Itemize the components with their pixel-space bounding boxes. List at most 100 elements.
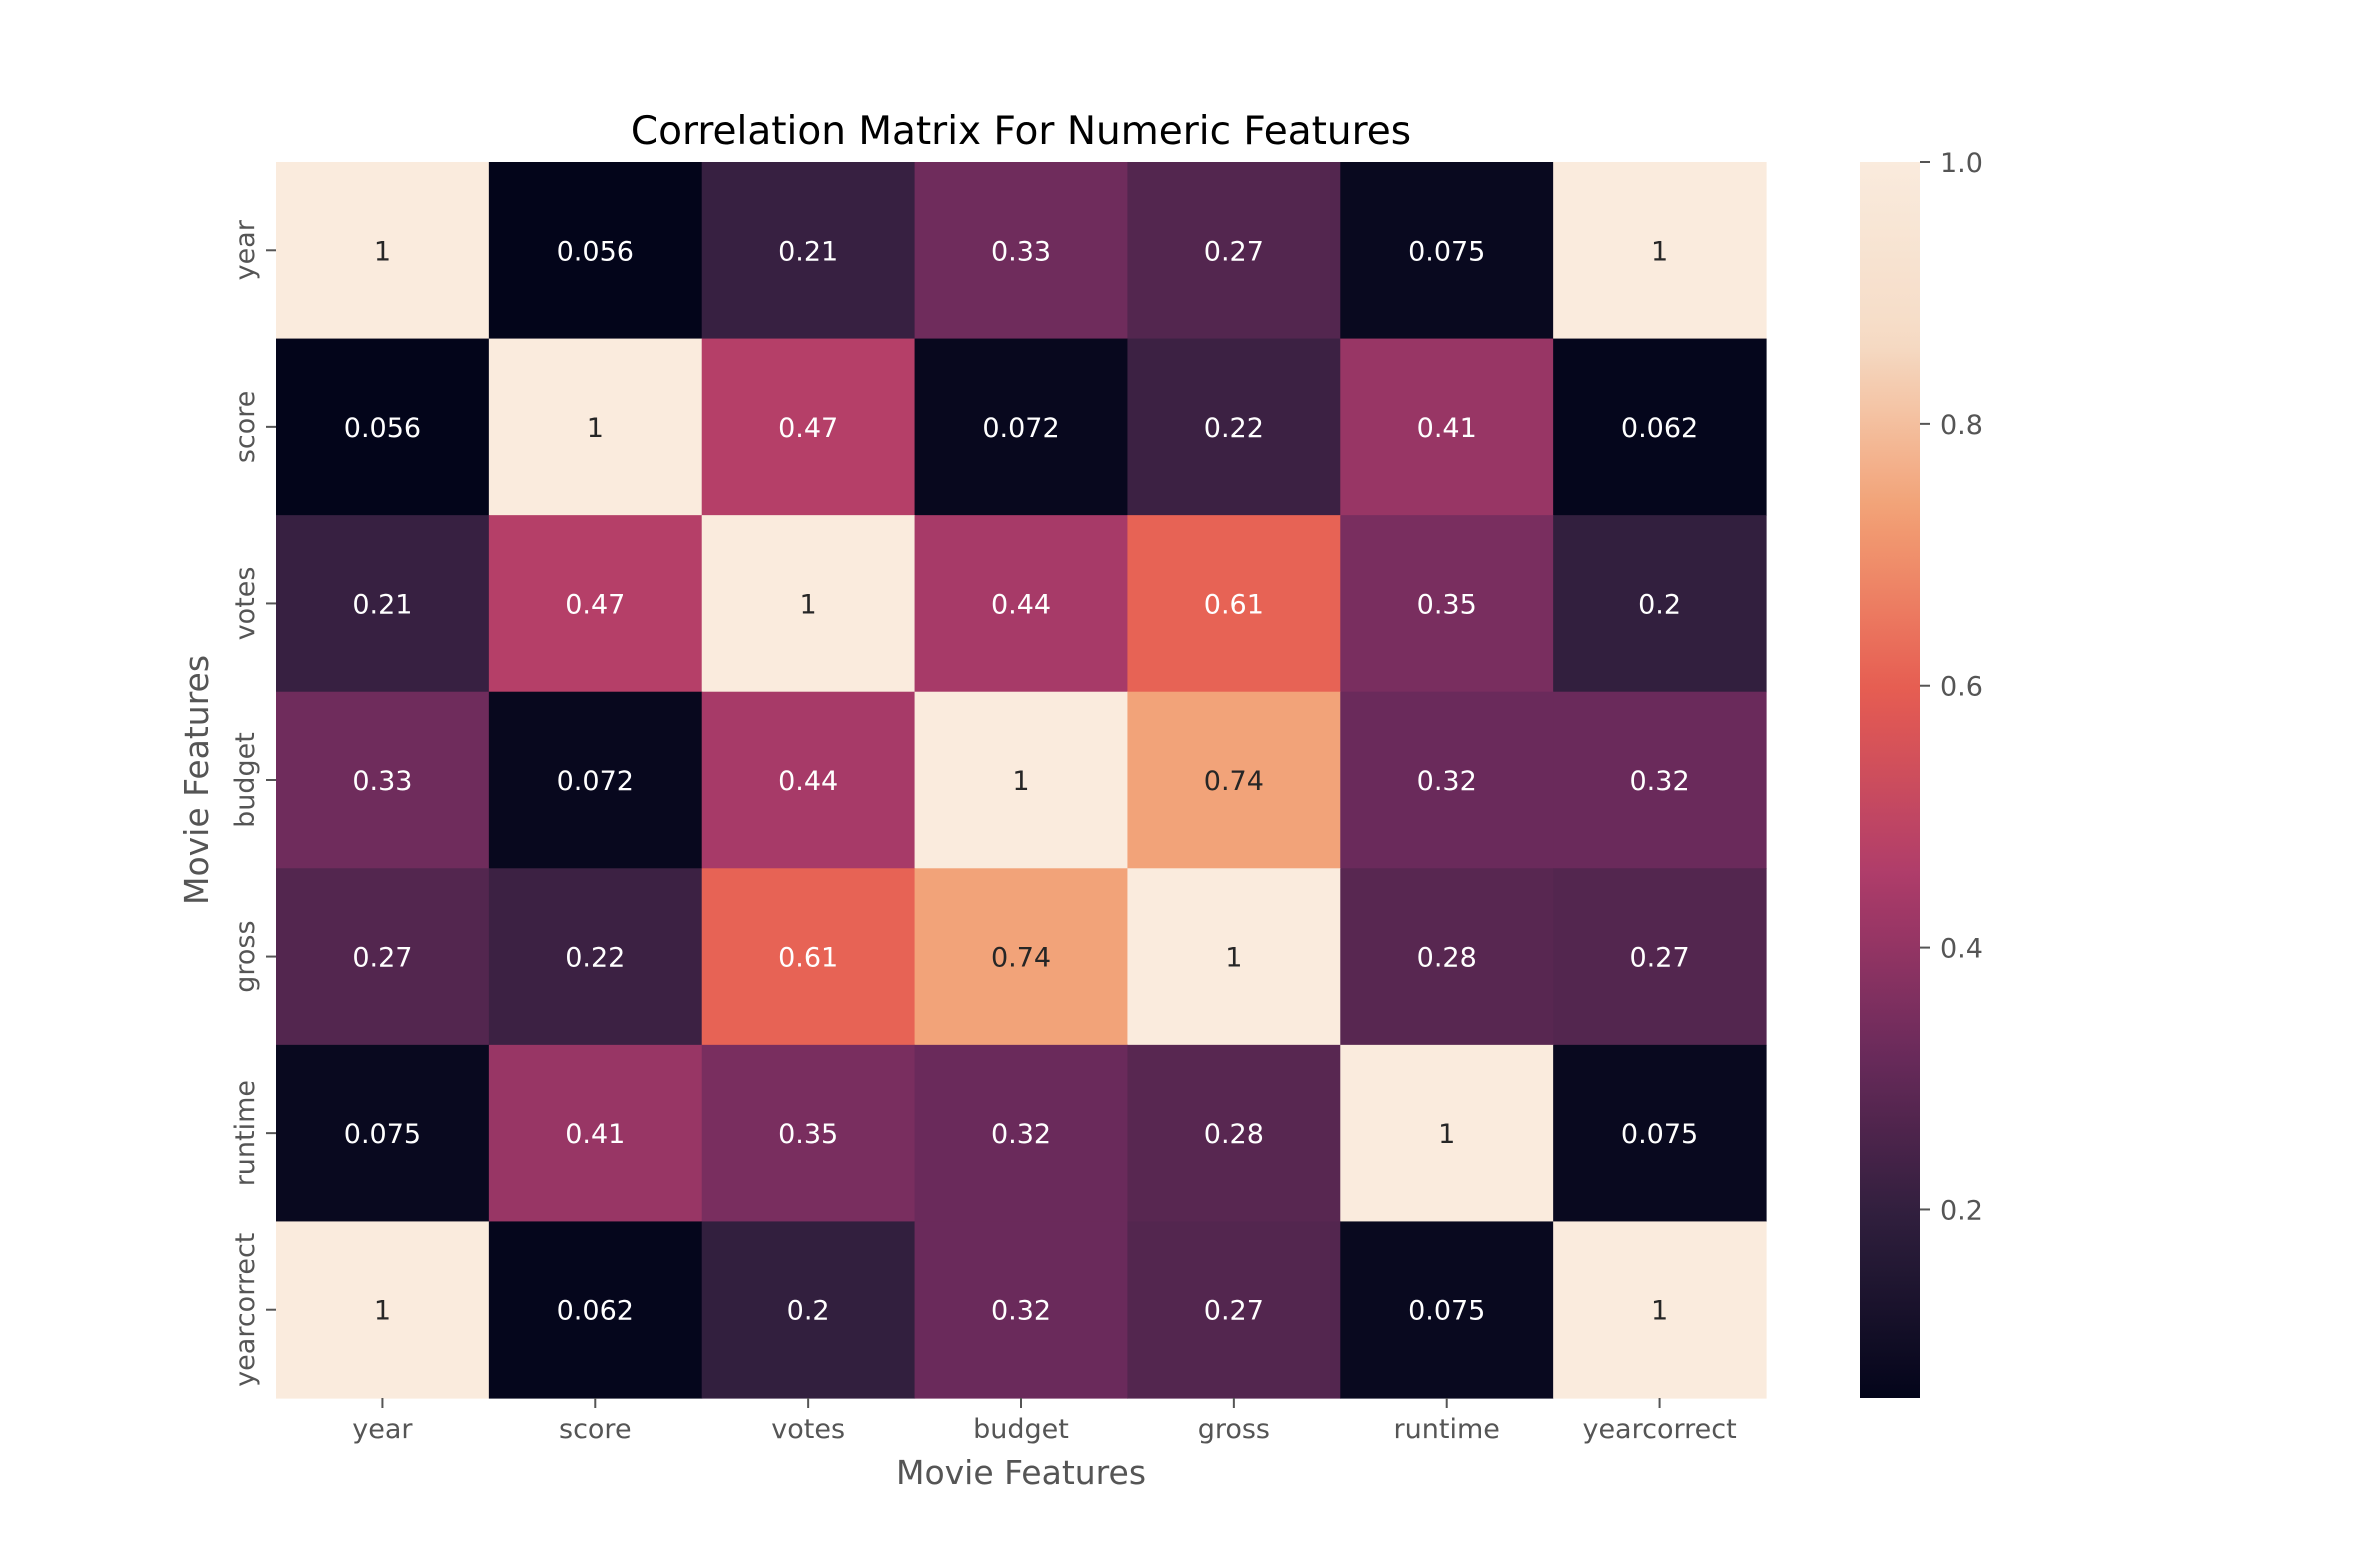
x-tick-label: votes bbox=[771, 1414, 845, 1445]
heatmap-cell bbox=[1127, 162, 1341, 340]
heatmap-cell bbox=[1340, 1221, 1554, 1399]
cell-value-label: 0.22 bbox=[1204, 413, 1264, 444]
heatmap-cell bbox=[1340, 515, 1554, 693]
heatmap-cell bbox=[276, 1044, 490, 1223]
cell-value-label: 0.74 bbox=[1204, 766, 1264, 797]
cell-value-label: 1 bbox=[1651, 236, 1668, 267]
heatmap-cell bbox=[1340, 868, 1554, 1046]
cell-value-label: 0.61 bbox=[1204, 589, 1264, 620]
cell-value-label: 0.27 bbox=[1630, 943, 1690, 974]
cell-value-label: 0.44 bbox=[991, 589, 1051, 620]
heatmap-cell bbox=[1127, 691, 1341, 869]
cell-value-label: 1 bbox=[800, 589, 817, 620]
heatmap-cell bbox=[276, 515, 490, 693]
y-tick-label: gross bbox=[230, 920, 261, 992]
x-tick-label: gross bbox=[1198, 1414, 1270, 1445]
cell-value-label: 1 bbox=[374, 1296, 391, 1327]
x-tick-label: year bbox=[352, 1414, 413, 1445]
heatmap-cell bbox=[1553, 162, 1767, 340]
heatmap-cell bbox=[701, 868, 916, 1046]
cell-value-label: 0.2 bbox=[1638, 589, 1681, 620]
colorbar-tick-label: 1.0 bbox=[1940, 148, 1983, 179]
heatmap-cell bbox=[1340, 162, 1554, 340]
y-tick-label: yearcorrect bbox=[230, 1233, 261, 1387]
heatmap-cell bbox=[276, 162, 490, 340]
cell-value-label: 0.28 bbox=[1204, 1119, 1264, 1150]
cell-value-label: 0.74 bbox=[991, 943, 1051, 974]
heatmap-cell bbox=[1553, 691, 1767, 869]
heatmap-cell bbox=[701, 338, 916, 516]
cell-value-label: 0.075 bbox=[1621, 1119, 1698, 1150]
heatmap-cell bbox=[1553, 868, 1767, 1046]
colorbar-tick-label: 0.4 bbox=[1940, 934, 1983, 965]
cell-value-label: 0.41 bbox=[565, 1119, 625, 1150]
cell-value-label: 0.44 bbox=[778, 766, 838, 797]
heatmap-cell bbox=[914, 691, 1129, 869]
heatmap-cell bbox=[1340, 691, 1554, 869]
cell-value-label: 0.35 bbox=[1417, 589, 1477, 620]
heatmap-cell bbox=[1127, 1221, 1341, 1399]
heatmap-cell bbox=[701, 162, 916, 340]
y-axis-ticks: year score votes budget gross runtime yearcorr… bbox=[230, 219, 276, 1387]
cell-value-label: 1 bbox=[1225, 943, 1242, 974]
heatmap-cell bbox=[488, 691, 703, 869]
x-axis-ticks: year score votes budget gross runtime yearcorr… bbox=[352, 1398, 1737, 1445]
heatmap-cell bbox=[701, 1221, 916, 1399]
colorbar-tick-label: 0.8 bbox=[1940, 410, 1983, 441]
heatmap-cell bbox=[701, 691, 916, 869]
cell-value-label: 0.32 bbox=[991, 1119, 1051, 1150]
x-tick-label: score bbox=[559, 1414, 632, 1445]
cell-value-label: 0.21 bbox=[352, 589, 412, 620]
y-tick-label: year bbox=[230, 219, 261, 280]
heatmap-cell bbox=[488, 1221, 703, 1399]
cell-value-label: 0.35 bbox=[778, 1119, 838, 1150]
cell-value-label: 0.33 bbox=[991, 236, 1051, 267]
y-tick-label: budget bbox=[230, 732, 261, 828]
heatmap-cell bbox=[276, 338, 490, 516]
cell-value-label: 0.27 bbox=[1204, 236, 1264, 267]
heatmap-cell bbox=[1127, 338, 1341, 516]
cell-value-label: 0.41 bbox=[1417, 413, 1477, 444]
cell-value-label: 0.072 bbox=[982, 413, 1059, 444]
heatmap-cell bbox=[1340, 1044, 1554, 1223]
heatmap-cell bbox=[1127, 515, 1341, 693]
cell-value-label: 0.27 bbox=[1204, 1296, 1264, 1327]
heatmap-cells: 1 0.056 0.21 0.33 0.27 0.075 10.056 1 0.47 0.072 0… bbox=[276, 162, 1767, 1399]
cell-value-label: 0.056 bbox=[344, 413, 421, 444]
heatmap-cell bbox=[488, 162, 703, 340]
cell-value-label: 0.21 bbox=[778, 236, 838, 267]
heatmap-cell bbox=[701, 1044, 916, 1223]
x-tick-label: budget bbox=[973, 1414, 1069, 1445]
x-tick-label: runtime bbox=[1394, 1414, 1500, 1445]
cell-value-label: 1 bbox=[1012, 766, 1029, 797]
cell-value-label: 0.062 bbox=[557, 1296, 634, 1327]
cell-value-label: 0.32 bbox=[1417, 766, 1477, 797]
cell-value-label: 1 bbox=[1438, 1119, 1455, 1150]
cell-value-label: 0.075 bbox=[344, 1119, 421, 1150]
colorbar-gradient bbox=[1860, 162, 1920, 1398]
x-tick-label: yearcorrect bbox=[1582, 1414, 1736, 1445]
heatmap-cell bbox=[914, 1221, 1129, 1399]
cell-value-label: 0.28 bbox=[1417, 943, 1477, 974]
heatmap-cell bbox=[914, 515, 1129, 693]
heatmap-cell bbox=[1553, 338, 1767, 516]
heatmap-cell bbox=[488, 338, 703, 516]
y-tick-label: score bbox=[230, 391, 261, 464]
cell-value-label: 0.47 bbox=[565, 589, 625, 620]
heatmap-cell bbox=[1553, 1044, 1767, 1223]
heatmap-cell bbox=[488, 868, 703, 1046]
heatmap-cell bbox=[914, 1044, 1129, 1223]
cell-value-label: 0.075 bbox=[1408, 1296, 1485, 1327]
cell-value-label: 0.22 bbox=[565, 943, 625, 974]
cell-value-label: 0.062 bbox=[1621, 413, 1698, 444]
cell-value-label: 1 bbox=[587, 413, 604, 444]
colorbar: 0.2 0.4 0.6 0.8 1.0 bbox=[1860, 148, 1983, 1398]
heatmap-cell bbox=[1553, 515, 1767, 693]
cell-value-label: 0.2 bbox=[787, 1296, 830, 1327]
heatmap-cell bbox=[488, 1044, 703, 1223]
colorbar-tick-label: 0.2 bbox=[1940, 1195, 1983, 1226]
y-axis-label: Movie Features bbox=[177, 655, 216, 905]
heatmap-cell bbox=[1553, 1221, 1767, 1399]
heatmap-cell bbox=[914, 162, 1129, 340]
